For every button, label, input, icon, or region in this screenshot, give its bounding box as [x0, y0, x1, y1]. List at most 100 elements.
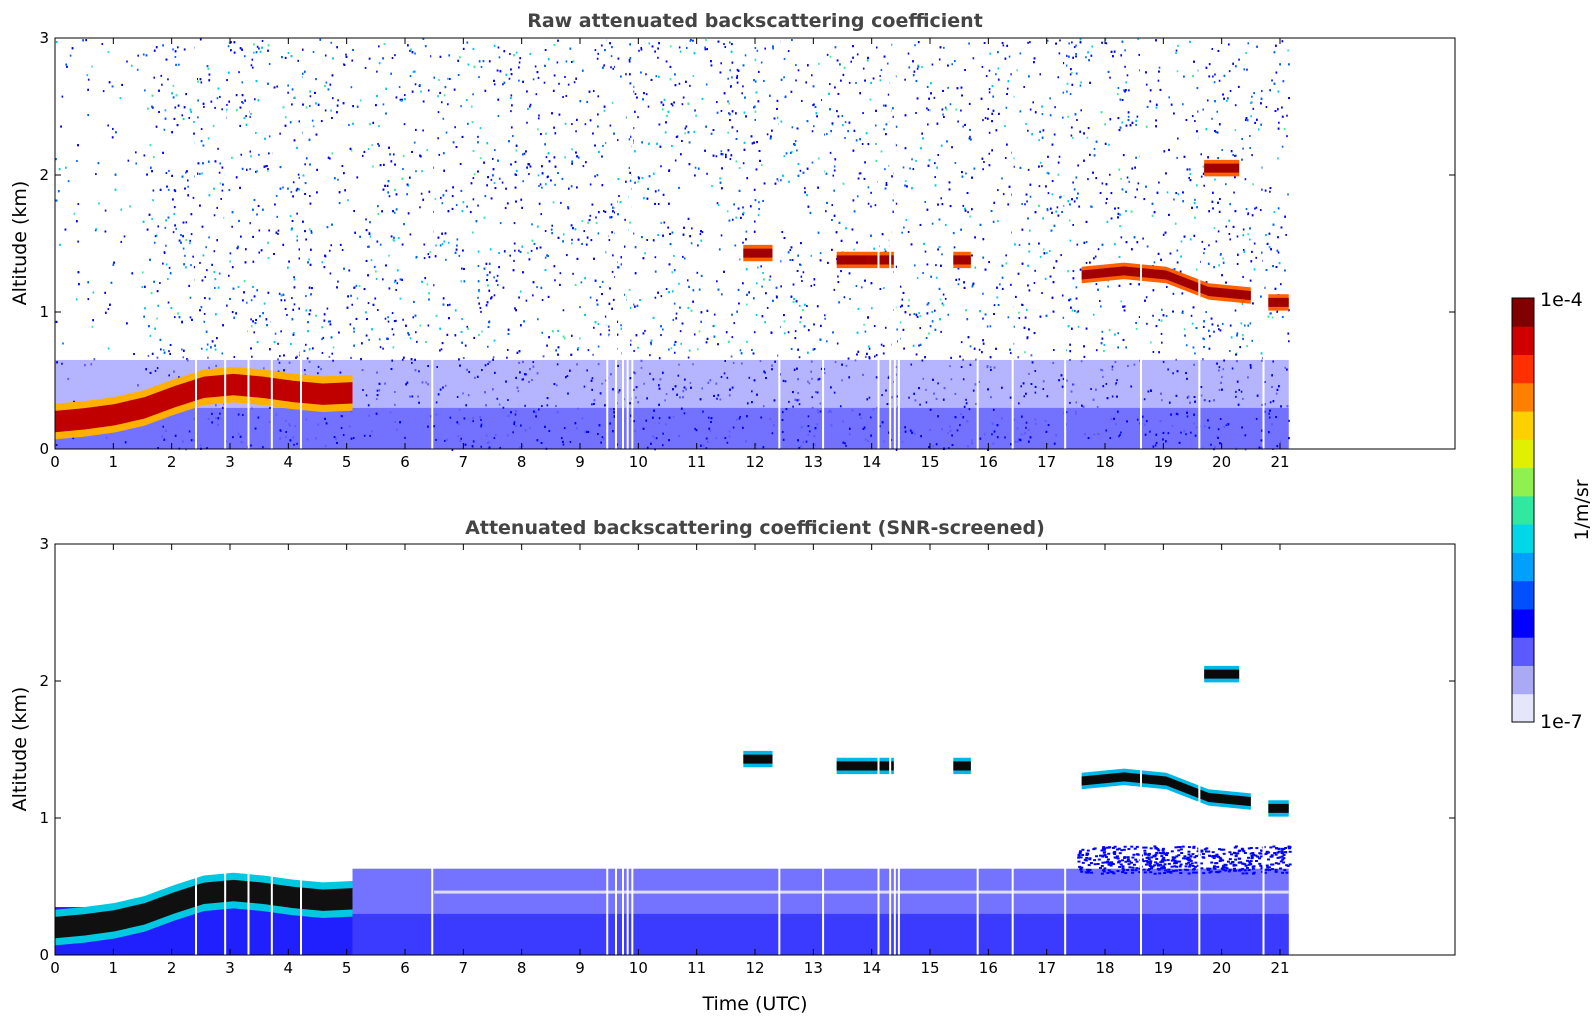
- panel-snr-screened: Attenuated backscattering coefficient (S…: [9, 517, 1456, 1015]
- cloud-layer-core: [836, 255, 895, 265]
- colorbar-swatches: [1512, 298, 1534, 723]
- x-tick-label: 4: [284, 453, 294, 471]
- x-tick-label: 2: [167, 959, 177, 977]
- colorbar-swatch: [1512, 326, 1534, 356]
- data-gap-line: [822, 39, 825, 449]
- raw-y-axis-label: Altitude (km): [9, 181, 31, 306]
- x-tick-label: 1: [109, 453, 119, 471]
- x-tick-label: 16: [979, 453, 998, 471]
- data-gap-line: [889, 39, 892, 449]
- x-tick-label: 10: [629, 453, 648, 471]
- data-gap-line: [606, 545, 609, 955]
- y-tick-label: 2: [39, 672, 49, 690]
- x-tick-label: 18: [1095, 959, 1114, 977]
- x-tick-label: 3: [225, 453, 235, 471]
- data-gap-line: [615, 545, 617, 955]
- x-tick-label: 14: [862, 453, 881, 471]
- data-gaps: [195, 545, 1265, 955]
- x-tick-label: 5: [342, 453, 352, 471]
- raw-heatmap-area: [55, 38, 1290, 451]
- colorbar: 1e-4 1e-7 1/m/sr: [1511, 289, 1593, 733]
- data-gap-line: [270, 545, 273, 955]
- data-gap-line: [877, 39, 880, 449]
- data-gap-line: [893, 39, 896, 449]
- raw-x-ticks: 0 1 2 3 4 5 6 7 8 9 10 11 12 13 14 15 16 17 18 19 20 21: [50, 38, 1290, 471]
- x-tick-label: 13: [804, 959, 823, 977]
- near-ground-signal: [55, 407, 1289, 449]
- y-tick-label: 3: [39, 535, 49, 553]
- colorbar-swatch: [1512, 580, 1534, 610]
- x-tick-label: 2: [167, 453, 177, 471]
- cloud-layer-core: [1268, 297, 1289, 307]
- y-tick-label: 1: [39, 303, 49, 321]
- x-tick-label: 13: [804, 453, 823, 471]
- x-axis-label: Time (UTC): [701, 993, 807, 1015]
- colorbar-frame: [1511, 297, 1535, 723]
- x-tick-label: 11: [687, 959, 706, 977]
- data-gap-line: [195, 39, 197, 449]
- x-tick-label: 21: [1270, 453, 1289, 471]
- colorbar-swatch: [1512, 439, 1534, 469]
- colorbar-swatch: [1512, 524, 1534, 553]
- snr-panel-title: Attenuated backscattering coefficient (S…: [465, 517, 1045, 539]
- cloud-layer-core: [743, 248, 773, 258]
- x-tick-label: 19: [1154, 453, 1173, 471]
- data-gap-line: [1140, 545, 1142, 955]
- cloud-layer-core: [1204, 669, 1240, 679]
- data-gap-line: [195, 545, 197, 955]
- x-tick-label: 17: [1037, 959, 1056, 977]
- colorbar-swatch: [1512, 298, 1534, 327]
- data-gap-line: [631, 39, 634, 449]
- colorbar-swatch: [1512, 354, 1534, 384]
- x-tick-label: 20: [1212, 959, 1231, 977]
- colorbar-swatch: [1512, 637, 1534, 666]
- x-tick-label: 6: [400, 453, 410, 471]
- data-gap-line: [247, 545, 250, 955]
- colorbar-min-label: 1e-7: [1540, 711, 1583, 733]
- data-gap-line: [431, 39, 434, 449]
- x-tick-label: 17: [1037, 453, 1056, 471]
- data-gap-line: [270, 39, 273, 449]
- data-gap-line: [976, 545, 979, 955]
- data-gap-line: [1064, 545, 1067, 955]
- colorbar-swatch: [1512, 693, 1534, 723]
- x-tick-label: 20: [1212, 453, 1231, 471]
- x-tick-label: 11: [687, 453, 706, 471]
- colorbar-swatch: [1512, 608, 1534, 638]
- data-gap-line: [606, 39, 609, 449]
- boundary-layer-core: [55, 879, 353, 939]
- x-tick-label: 7: [459, 453, 469, 471]
- data-gap-line: [1262, 39, 1265, 449]
- data-gap-line: [431, 545, 434, 955]
- data-gap-line: [622, 39, 624, 449]
- x-tick-label: 3: [225, 959, 235, 977]
- snr-y-ticks: 0 1 2 3: [39, 535, 1455, 964]
- x-tick-label: 18: [1095, 453, 1114, 471]
- y-tick-label: 2: [39, 166, 49, 184]
- data-gap-line: [300, 545, 302, 955]
- colorbar-swatch: [1512, 411, 1534, 440]
- x-tick-label: 0: [50, 453, 60, 471]
- snr-x-ticks: 0 1 2 3 4 5 6 7 8 9 10 11 12 13 14 15 16 17 18 19 20 21: [50, 544, 1290, 977]
- panel-raw: Raw attenuated backscattering coefficien…: [9, 10, 1456, 471]
- snr-y-axis-label: Altitude (km): [9, 687, 31, 812]
- light-stripe: [434, 890, 1289, 894]
- data-gap-line: [626, 545, 629, 955]
- data-gap-line: [622, 545, 624, 955]
- data-gap-line: [1011, 545, 1014, 955]
- colorbar-unit-label: 1/m/sr: [1571, 479, 1593, 540]
- x-tick-label: 9: [575, 453, 585, 471]
- near-ground-signal: [352, 913, 1289, 955]
- data-gap-line: [1140, 39, 1142, 449]
- data-gap-line: [615, 39, 617, 449]
- x-tick-label: 1: [109, 959, 119, 977]
- cloud-layer-core: [1081, 772, 1251, 807]
- data-gap-line: [778, 545, 781, 955]
- x-tick-label: 6: [400, 959, 410, 977]
- cloud-layer-core: [836, 761, 895, 771]
- x-tick-label: 12: [745, 453, 764, 471]
- data-gap-line: [631, 545, 634, 955]
- x-tick-label: 14: [862, 959, 881, 977]
- x-tick-label: 0: [50, 959, 60, 977]
- colorbar-max-label: 1e-4: [1540, 289, 1583, 311]
